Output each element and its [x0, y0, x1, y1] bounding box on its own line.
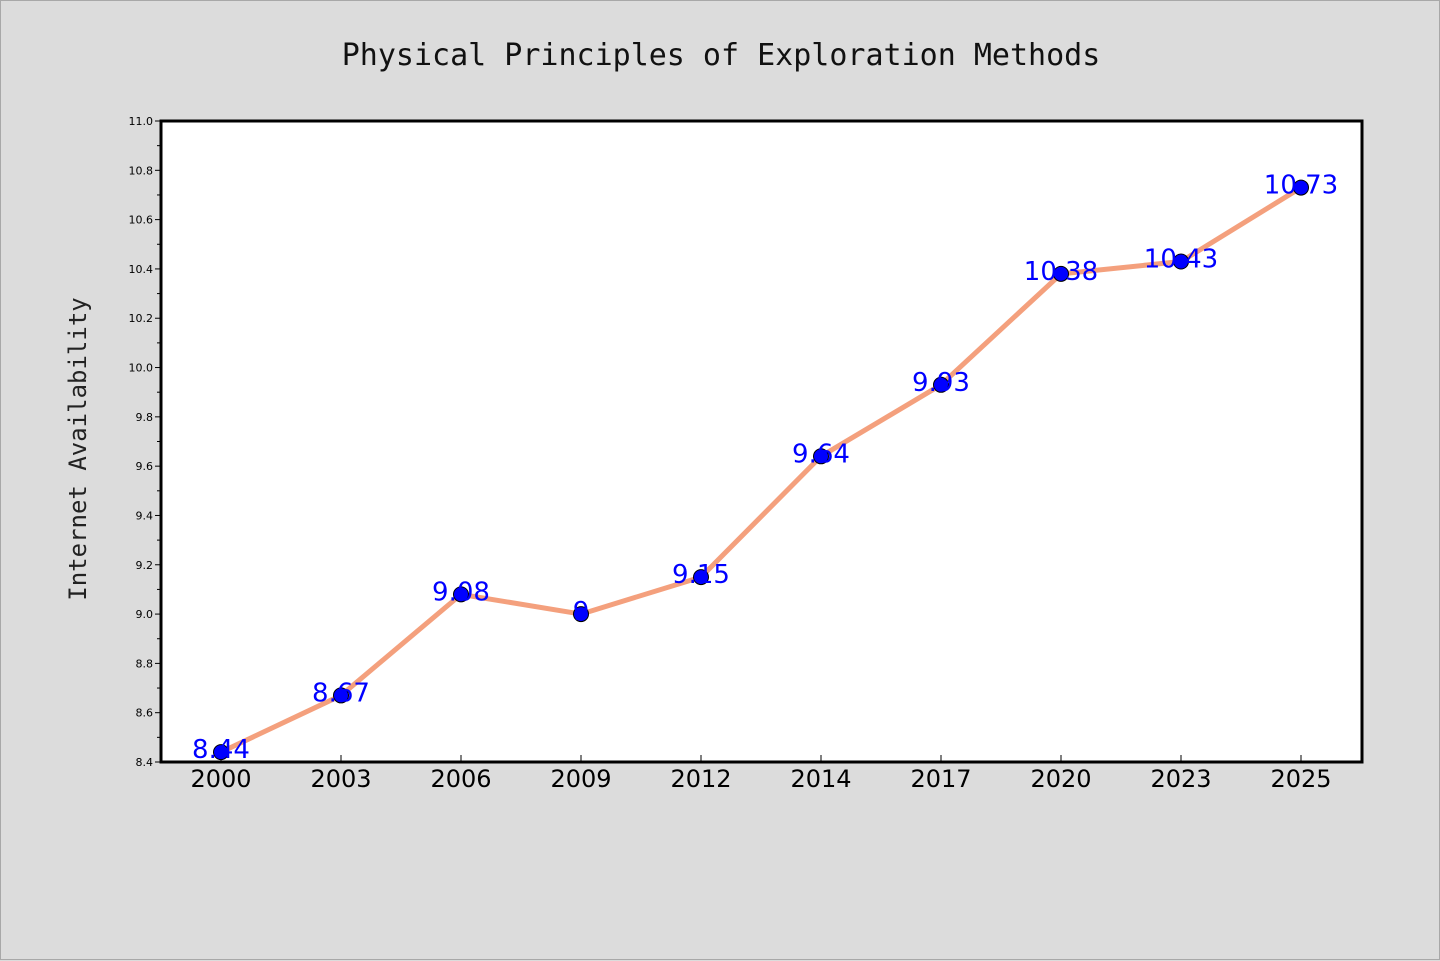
x-axis: 2000 2003 2006 2009 2012 2014 2017 2020 2023 2025 — [190, 755, 1332, 793]
data-label: 9.15 — [672, 560, 730, 590]
y-tick-label: 9.6 — [136, 460, 154, 473]
x-tick-label: 2012 — [670, 765, 731, 793]
chart-title: Physical Principles of Exploration Metho… — [342, 38, 1101, 73]
y-axis-label: Internet Availability — [64, 297, 92, 600]
x-tick-label: 2020 — [1030, 765, 1091, 793]
data-label: 9.08 — [432, 577, 490, 607]
data-label: 9.93 — [912, 368, 970, 398]
x-tick-label: 2023 — [1150, 765, 1211, 793]
data-label: 8.44 — [192, 735, 250, 765]
x-tick-label: 2009 — [550, 765, 611, 793]
data-label: 10.38 — [1024, 257, 1098, 287]
x-tick-label: 2017 — [910, 765, 971, 793]
data-label: 8.67 — [312, 678, 370, 708]
y-tick-label: 11.0 — [129, 115, 154, 128]
y-tick-label: 9.4 — [136, 509, 154, 522]
y-tick-label: 10.8 — [129, 164, 154, 177]
data-point-marker — [933, 376, 949, 393]
x-tick-label: 2025 — [1270, 765, 1331, 793]
data-point-marker — [693, 569, 709, 586]
data-point-marker — [1053, 265, 1069, 282]
data-point-marker — [213, 744, 229, 761]
series-line-group — [218, 185, 1304, 755]
y-tick-label: 8.8 — [136, 657, 154, 670]
data-label: 10.73 — [1264, 171, 1338, 201]
x-tick-label: 2014 — [790, 765, 851, 793]
y-tick-label: 10.6 — [129, 214, 154, 227]
markers-group — [213, 179, 1309, 761]
data-point-marker — [333, 687, 349, 704]
y-tick-label: 10.4 — [129, 263, 154, 276]
series-line — [218, 185, 1304, 755]
data-label: 10.43 — [1144, 245, 1218, 275]
y-tick-label: 8.4 — [136, 756, 154, 769]
data-point-marker — [573, 606, 589, 623]
data-labels-group: 8.44 8.67 9.08 9 9.15 9.64 9.93 10.38 10.43 10.73 — [192, 171, 1338, 766]
x-tick-label: 2000 — [190, 765, 251, 793]
y-axis: 8.4 8.6 8.8 9.0 9.2 9.4 9.6 9.8 10.0 10.2 10.4 10.6… — [129, 115, 161, 769]
y-tick-label: 9.8 — [136, 411, 154, 424]
data-label: 9 — [573, 597, 590, 627]
y-tick-label: 10.2 — [129, 312, 154, 325]
x-tick-label: 2006 — [430, 765, 491, 793]
data-point-marker — [1293, 179, 1309, 196]
plot-area — [159, 119, 1364, 764]
data-point-marker — [813, 448, 829, 465]
data-point-marker — [1173, 253, 1189, 270]
data-point-marker — [453, 586, 469, 603]
y-tick-label: 9.2 — [136, 559, 154, 572]
data-label: 9.64 — [792, 439, 850, 469]
x-tick-label: 2003 — [310, 765, 371, 793]
y-tick-label: 10.0 — [129, 362, 154, 375]
y-tick-label: 8.6 — [136, 707, 154, 720]
y-tick-label: 9.0 — [136, 608, 154, 621]
